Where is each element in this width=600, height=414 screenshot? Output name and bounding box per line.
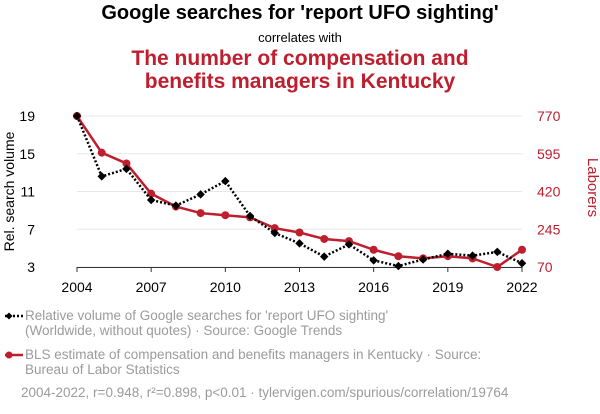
- legend-series2-line2: Bureau of Labor Statistics: [25, 362, 180, 377]
- legend-series2-symbol: [5, 351, 23, 359]
- legend-series1-symbol: [5, 312, 23, 320]
- x-tick-label: 2022: [506, 279, 537, 295]
- footer-stats: 2004-2022, r=0.948, r²=0.898, p<0.01 · t…: [21, 385, 509, 400]
- series1-point: [221, 176, 230, 186]
- series1-point: [245, 211, 255, 221]
- series1-point: [319, 252, 329, 261]
- legend-series1-line1: Relative volume of Google searches for '…: [25, 308, 389, 323]
- chart-subtitle: correlates with: [258, 30, 342, 45]
- series1-point: [418, 255, 428, 264]
- x-tick-label: 2004: [61, 279, 92, 295]
- y-left-tick-label: 11: [20, 184, 35, 200]
- x-tick-label: 2010: [210, 279, 241, 295]
- series2-point: [147, 189, 156, 198]
- y-right-tick-label: 420: [537, 184, 561, 200]
- series2-point: [97, 148, 106, 157]
- series1-point: [122, 164, 131, 174]
- chart-title-secondary-line1: The number of compensation and: [131, 47, 469, 70]
- y-right-tick-label: 770: [537, 108, 561, 124]
- series1-point: [270, 228, 280, 238]
- series1-point: [196, 190, 205, 199]
- chart-title-secondary-line2: benefits managers in Kentucky: [144, 70, 456, 93]
- series1-point: [394, 261, 403, 271]
- x-tick-label: 2007: [136, 279, 167, 295]
- legend-series2-line1: BLS estimate of compensation and benefit…: [25, 347, 482, 362]
- series1-point: [517, 258, 527, 268]
- series1-point: [468, 251, 477, 260]
- series1-point: [97, 172, 106, 181]
- series1-point: [344, 240, 354, 249]
- x-tick-label: 2016: [358, 279, 389, 295]
- series2-point: [295, 228, 304, 237]
- y-left-tick-label: 15: [19, 146, 35, 162]
- x-tick-label: 2019: [432, 279, 463, 295]
- y-right-tick-label: 595: [537, 146, 561, 162]
- series2-point: [394, 252, 403, 261]
- series2-point: [369, 245, 378, 254]
- series2-point: [518, 245, 526, 254]
- series2-point: [320, 234, 329, 243]
- chart-title-secondary: The number of compensation and benefits …: [0, 47, 600, 93]
- y-left-axis-label: Rel. search volume: [1, 131, 17, 251]
- y-right-axis-label: Laborers: [584, 158, 600, 217]
- y-left-tick-label: 19: [19, 108, 35, 124]
- x-tick-label: 2013: [284, 279, 315, 295]
- series1-point: [72, 111, 82, 121]
- y-right-tick-label: 70: [537, 259, 553, 275]
- y-left-tick-label: 7: [27, 221, 35, 237]
- series1-point: [171, 201, 181, 210]
- series2-point: [196, 209, 205, 218]
- series1-point: [493, 247, 502, 257]
- series2-point: [122, 159, 131, 168]
- series1-point: [295, 239, 304, 248]
- series1-point: [369, 256, 378, 265]
- y-right-tick-label: 245: [537, 221, 561, 237]
- series1-point: [443, 249, 453, 259]
- series2-point: [221, 211, 230, 220]
- legend-series1-line2: (Worldwide, without quotes) · Source: Go…: [25, 323, 343, 338]
- series2-point: [493, 263, 502, 271]
- chart-title: Google searches for 'report UFO sighting…: [101, 2, 499, 24]
- y-left-tick-label: 3: [27, 259, 35, 275]
- series1-point: [146, 195, 156, 205]
